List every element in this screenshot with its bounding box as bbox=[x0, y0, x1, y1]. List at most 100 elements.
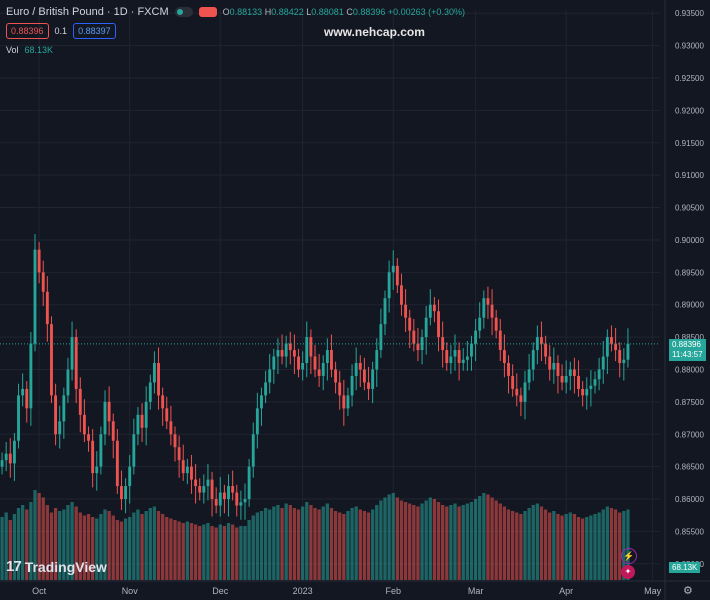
volume-bar bbox=[515, 512, 519, 580]
y-tick-label: 0.92000 bbox=[675, 106, 704, 115]
volume-bar bbox=[107, 511, 111, 580]
candle-body bbox=[626, 343, 630, 360]
volume-bar bbox=[103, 509, 107, 580]
volume-bar bbox=[66, 505, 70, 580]
candle-body bbox=[548, 356, 552, 370]
volume-bar bbox=[128, 517, 132, 580]
candle-body bbox=[531, 350, 535, 370]
candle-body bbox=[507, 363, 510, 376]
volume-bar bbox=[498, 503, 502, 580]
candle-body bbox=[12, 440, 16, 464]
candle-body bbox=[350, 375, 354, 396]
candle-body bbox=[395, 265, 399, 286]
volume-bar bbox=[589, 515, 593, 580]
volume-bar bbox=[226, 523, 231, 580]
candle-body bbox=[552, 363, 556, 370]
ohlc-open: 0.88133 bbox=[229, 7, 263, 17]
volume-bar bbox=[601, 509, 605, 580]
symbol-title[interactable]: Euro / British Pound · 1D · FXCM bbox=[6, 6, 169, 18]
candle-body bbox=[379, 324, 383, 351]
volume-bar bbox=[556, 514, 560, 580]
y-tick-label: 0.88000 bbox=[675, 365, 704, 374]
volume-bar bbox=[362, 511, 367, 580]
volume-bar bbox=[239, 526, 243, 580]
tradingview-logo-text: TradingView bbox=[24, 558, 107, 575]
candle-body bbox=[321, 363, 325, 376]
volume-bar bbox=[391, 493, 395, 580]
volume-bar bbox=[511, 511, 515, 580]
candle-body bbox=[74, 337, 78, 389]
volume-bar bbox=[78, 512, 82, 580]
candle-body bbox=[519, 395, 523, 402]
candle-body bbox=[198, 486, 202, 493]
flag-icon[interactable]: ✦ bbox=[621, 565, 635, 579]
volume-bar bbox=[25, 509, 29, 580]
volume-bar bbox=[173, 520, 177, 580]
candle-body bbox=[50, 324, 53, 396]
candle-body bbox=[391, 265, 395, 273]
volume-bar bbox=[473, 499, 478, 580]
candle-body bbox=[474, 330, 478, 344]
candle-body bbox=[622, 359, 626, 364]
y-tick-label: 0.89500 bbox=[675, 268, 704, 277]
volume-bar bbox=[375, 505, 379, 580]
volume-bar bbox=[490, 497, 494, 580]
volume-bar bbox=[95, 518, 99, 580]
buy-button[interactable]: 0.88397 bbox=[73, 23, 116, 39]
candle-body bbox=[572, 369, 576, 376]
volume-legend: Vol 68.13K bbox=[6, 45, 53, 55]
candle-body bbox=[367, 382, 370, 389]
volume-bar bbox=[387, 494, 391, 580]
candle-body bbox=[482, 298, 486, 318]
volume-bar bbox=[354, 506, 358, 580]
status-indicator-icon bbox=[198, 7, 217, 17]
ohlc-close: 0.88396 bbox=[352, 7, 386, 17]
volume-bar bbox=[338, 512, 342, 580]
candle-body bbox=[173, 434, 177, 448]
candle-body bbox=[120, 486, 123, 500]
candle-body bbox=[342, 395, 346, 409]
volume-bar bbox=[193, 524, 198, 580]
volume-bar bbox=[222, 526, 227, 580]
volume-bar bbox=[305, 502, 309, 580]
volume-bar bbox=[548, 512, 552, 580]
candle-body bbox=[103, 401, 107, 435]
candle-body bbox=[527, 369, 531, 383]
candle-body bbox=[325, 350, 329, 364]
candle-body bbox=[301, 363, 305, 370]
volume-bar bbox=[408, 503, 412, 580]
y-tick-label: 0.91000 bbox=[675, 171, 704, 180]
volume-bar bbox=[45, 505, 49, 580]
gear-icon[interactable]: ⚙ bbox=[683, 585, 693, 597]
candle-body bbox=[177, 447, 181, 461]
candle-body bbox=[486, 298, 490, 305]
y-tick-label: 0.86000 bbox=[675, 495, 704, 504]
ohlc-change: +0.00263 (+0.30%) bbox=[387, 7, 465, 17]
candle-body bbox=[589, 385, 593, 389]
y-tick-label: 0.88500 bbox=[675, 333, 704, 342]
volume-bar bbox=[478, 496, 482, 580]
candle-body bbox=[457, 350, 461, 364]
candle-body bbox=[62, 395, 66, 422]
volume-bar bbox=[568, 512, 572, 580]
sell-button[interactable]: 0.88396 bbox=[6, 23, 49, 39]
candle-body bbox=[206, 479, 210, 487]
volume-bar bbox=[309, 505, 313, 580]
candle-body bbox=[610, 337, 613, 344]
volume-bar bbox=[280, 508, 284, 580]
volume-bar bbox=[383, 497, 387, 580]
volume-bar bbox=[296, 509, 301, 580]
lightning-icon[interactable]: ⚡ bbox=[621, 548, 637, 564]
candle-body bbox=[560, 375, 564, 383]
candle-body bbox=[383, 298, 387, 325]
x-tick-label: 2023 bbox=[293, 586, 313, 596]
toggle-icon[interactable] bbox=[174, 7, 193, 17]
candle-body bbox=[169, 421, 173, 435]
candle-body bbox=[140, 414, 144, 428]
volume-bar bbox=[576, 517, 581, 580]
candle-body bbox=[605, 337, 609, 357]
candle-body bbox=[568, 369, 572, 376]
tradingview-logo[interactable]: 17 TradingView bbox=[6, 558, 107, 575]
